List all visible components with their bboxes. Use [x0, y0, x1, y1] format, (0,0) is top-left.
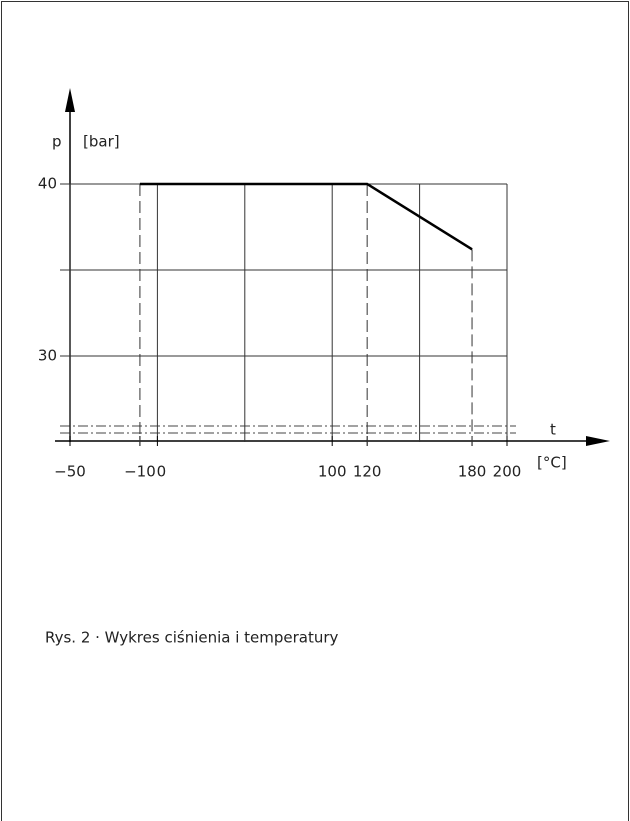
x-tick-label: −10 — [124, 463, 156, 481]
y-axis-arrow — [65, 88, 75, 112]
x-tick-label: 0 — [157, 463, 167, 481]
x-tick-label: 100 — [318, 463, 347, 481]
x-axis-arrow — [586, 436, 610, 446]
x-tick-label: 180 — [458, 463, 487, 481]
series-line — [139, 182, 473, 251]
x-axis-unit: [°C] — [537, 454, 567, 472]
y-tick-label: 30 — [38, 347, 57, 365]
y-axis-unit: [bar] — [83, 133, 120, 151]
x-axis-label: t — [550, 421, 556, 439]
y-axis-label: p — [52, 133, 62, 151]
x-tick-label: 120 — [353, 463, 382, 481]
x-tick-label: 200 — [493, 463, 522, 481]
x-tick-label: −50 — [54, 463, 86, 481]
y-tick-label: 40 — [38, 175, 57, 193]
caption: Rys. 2 · Wykres ciśnienia i temperatury — [45, 629, 339, 647]
